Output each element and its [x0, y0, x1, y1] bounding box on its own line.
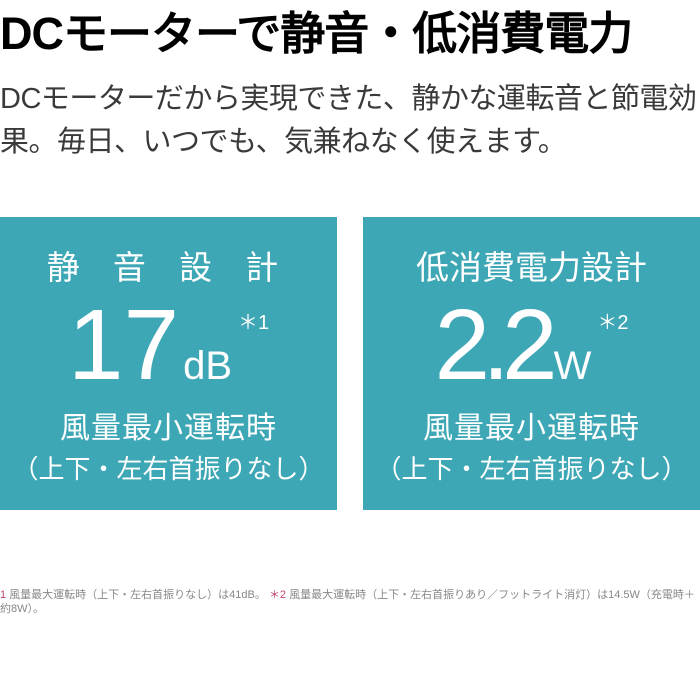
quiet-sub1: 風量最小運転時 — [10, 395, 327, 447]
quiet-card-title: 静 音 設 計 — [10, 241, 327, 295]
quiet-metric: 17 dB ＊1 — [10, 295, 327, 395]
page-description: DCモーターだから実現できた、静かな運転音と節電効果。毎日、いつでも、気兼ねなく… — [0, 78, 700, 217]
footnotes: 1 風量最大運転時（上下・左右首振りなし）は41dB。 ＊2 風量最大運転時（上… — [0, 588, 700, 617]
page-headline: DCモーターで静音・低消費電力 — [0, 0, 700, 78]
quiet-card: 静 音 設 計 17 dB ＊1 風量最小運転時 （上下・左右首振りなし） — [0, 217, 337, 510]
quiet-value: 17 — [68, 295, 179, 395]
power-card: 低消費電力設計 2.2 W ＊2 風量最小運転時 （上下・左右首振りなし） — [363, 217, 700, 510]
power-sub2: （上下・左右首振りなし） — [373, 447, 690, 486]
power-card-title: 低消費電力設計 — [373, 241, 690, 295]
quiet-sub2: （上下・左右首振りなし） — [10, 447, 327, 486]
power-sub1: 風量最小運転時 — [373, 395, 690, 447]
footnote-ref2: ＊2 — [269, 589, 286, 601]
spec-cards-row: 静 音 設 計 17 dB ＊1 風量最小運転時 （上下・左右首振りなし） 低消… — [0, 217, 700, 510]
quiet-note: ＊1 — [238, 313, 269, 333]
quiet-unit: dB — [183, 346, 232, 386]
footnote-text1: 風量最大運転時（上下・左右首振りなし）は41dB。 — [6, 589, 266, 601]
power-value: 2.2 — [435, 295, 550, 395]
power-note: ＊2 — [597, 313, 628, 333]
power-metric: 2.2 W ＊2 — [373, 295, 690, 395]
power-unit: W — [554, 346, 592, 386]
